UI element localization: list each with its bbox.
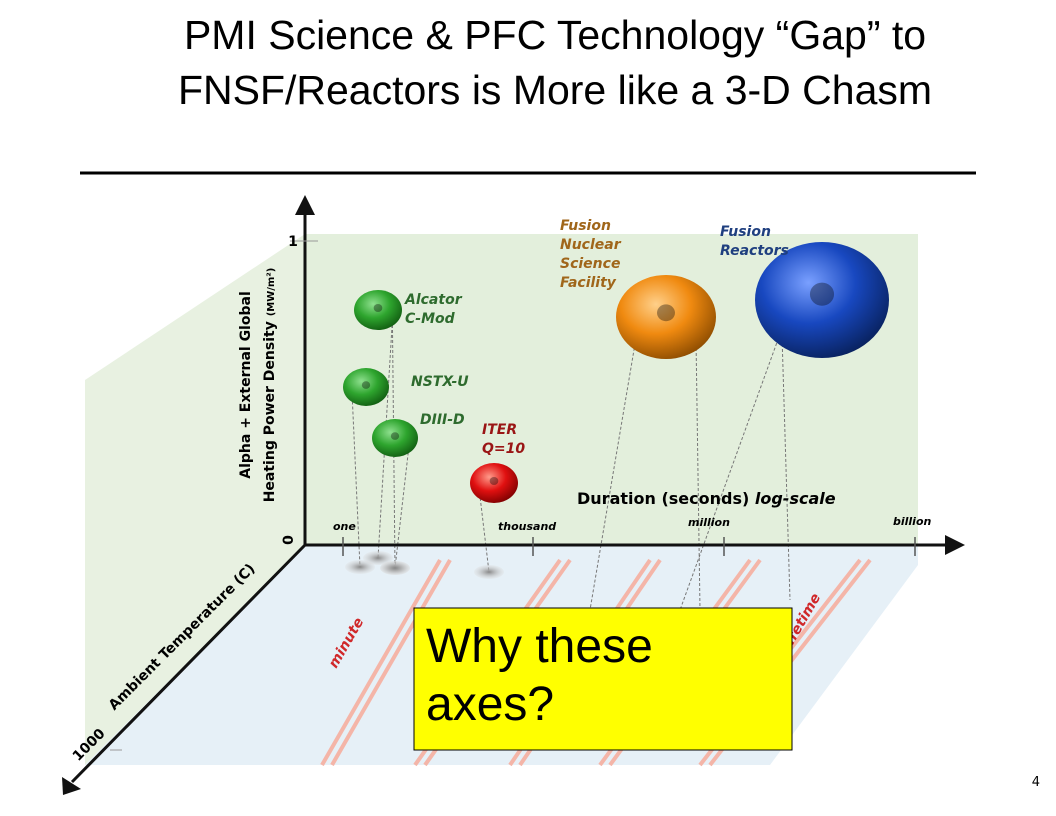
floor-stripe <box>330 559 452 766</box>
drop-line <box>394 447 410 569</box>
callout-text: Why these axes? <box>426 620 653 731</box>
x-arrow <box>945 535 965 555</box>
x-ticks <box>342 537 916 556</box>
torus <box>354 290 402 330</box>
device-label: Reactors <box>720 243 789 259</box>
y-axis-label-line: Heating Power Density <box>262 321 278 502</box>
torus-hole <box>809 282 835 306</box>
torus-hole <box>390 432 400 440</box>
drop-line <box>391 319 396 569</box>
drop-line <box>695 337 701 611</box>
x-tick-label: billion <box>893 515 932 528</box>
y-axis-label: Alpha + External Global <box>238 291 254 479</box>
callout: Why these axes? <box>426 620 653 731</box>
drop-line <box>479 492 490 573</box>
device-label: Fusion <box>720 224 771 240</box>
y-tick-label: 1 <box>288 234 298 250</box>
device-label: C-Mod <box>405 311 456 327</box>
device-label: Science <box>560 256 620 272</box>
y-axis-label: Heating Power Density (MW/m²) <box>262 268 278 503</box>
y-arrow <box>295 195 315 215</box>
x-tick-label: million <box>688 516 730 529</box>
device-label: Alcator <box>404 292 463 308</box>
device-label: NSTX-U <box>411 374 469 390</box>
device-label: Nuclear <box>560 237 622 253</box>
device-label: Fusion <box>560 218 611 234</box>
callout-box <box>413 607 793 751</box>
x-tick-label: thousand <box>498 520 556 533</box>
drop-line <box>781 328 791 601</box>
x-axis-scale: log-scale <box>755 489 836 508</box>
x-tick-label: one <box>333 520 356 533</box>
device-label: ITER <box>482 422 517 438</box>
drop-line <box>351 396 361 568</box>
shadow <box>474 565 504 579</box>
torus <box>372 419 418 457</box>
x-axis-label-text: Duration (seconds) <box>577 489 749 508</box>
x-axis-label: Duration (seconds) log-scale <box>577 489 836 508</box>
torus-hole <box>489 477 499 485</box>
shadow <box>363 551 393 565</box>
device-label: Facility <box>560 275 617 291</box>
x-tick-labels: one thousand million billion <box>333 515 932 533</box>
devices: Alcator C-Mod NSTX-U DIII-D ITER Q=10 Fusion Nu… <box>343 218 889 579</box>
torus <box>470 463 518 503</box>
torus-hole <box>373 304 383 312</box>
z-axis <box>70 543 307 784</box>
drop-lines <box>351 319 791 611</box>
shadow <box>345 560 375 574</box>
floor-stripe <box>320 559 442 766</box>
y-tick-label: 0 <box>281 535 297 545</box>
shadow <box>380 561 410 575</box>
torus-hole <box>361 381 371 389</box>
device-label: DIII-D <box>420 412 465 428</box>
torus <box>343 368 389 406</box>
slide-title: PMI Science & PFC Technology “Gap” to FN… <box>177 12 933 113</box>
torus-hole <box>657 304 675 322</box>
torus <box>616 275 716 359</box>
drop-line <box>589 337 637 611</box>
z-arrow <box>62 777 81 795</box>
page-number: 4 <box>1032 775 1040 790</box>
device-label: Q=10 <box>482 441 525 457</box>
torus <box>755 242 889 358</box>
y-axis-unit: (MW/m²) <box>266 268 277 317</box>
side-wall <box>85 234 305 765</box>
